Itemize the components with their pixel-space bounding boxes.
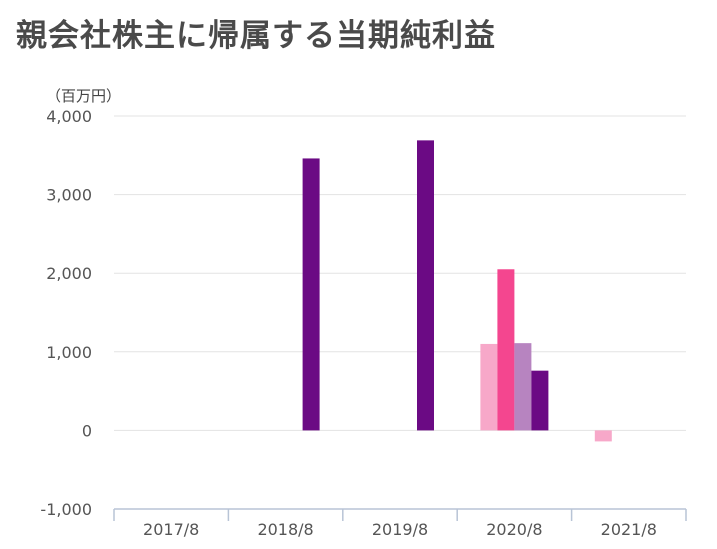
bar — [497, 269, 515, 431]
x-axis — [113, 508, 687, 521]
bar — [594, 430, 612, 442]
x-axis-labels: 2017/8 2018/8 2019/8 2020/8 2021/8 — [143, 520, 657, 539]
x-category-label: 2018/8 — [257, 520, 313, 539]
bar — [302, 158, 320, 431]
y-tick-label: 4,000 — [46, 107, 92, 126]
y-tick-label: 3,000 — [46, 186, 92, 205]
y-tick-label: 0 — [82, 421, 92, 440]
bar — [514, 343, 532, 431]
x-category-label: 2019/8 — [372, 520, 428, 539]
y-tick-label: 2,000 — [46, 264, 92, 283]
x-category-label: 2017/8 — [143, 520, 199, 539]
bar — [417, 140, 434, 431]
y-axis-ticks: 4,000 3,000 2,000 1,000 0 -1,000 — [40, 107, 92, 519]
x-category-label: 2020/8 — [486, 520, 542, 539]
y-axis-unit-label: （百万円） — [46, 87, 122, 105]
gridlines — [114, 115, 686, 431]
bar — [480, 343, 498, 431]
bar — [531, 370, 549, 431]
chart-title: 親会社株主に帰属する当期純利益 — [16, 18, 496, 54]
y-tick-label: -1,000 — [40, 500, 92, 519]
x-category-label: 2021/8 — [601, 520, 657, 539]
bars — [302, 140, 612, 442]
y-tick-label: 1,000 — [46, 343, 92, 362]
